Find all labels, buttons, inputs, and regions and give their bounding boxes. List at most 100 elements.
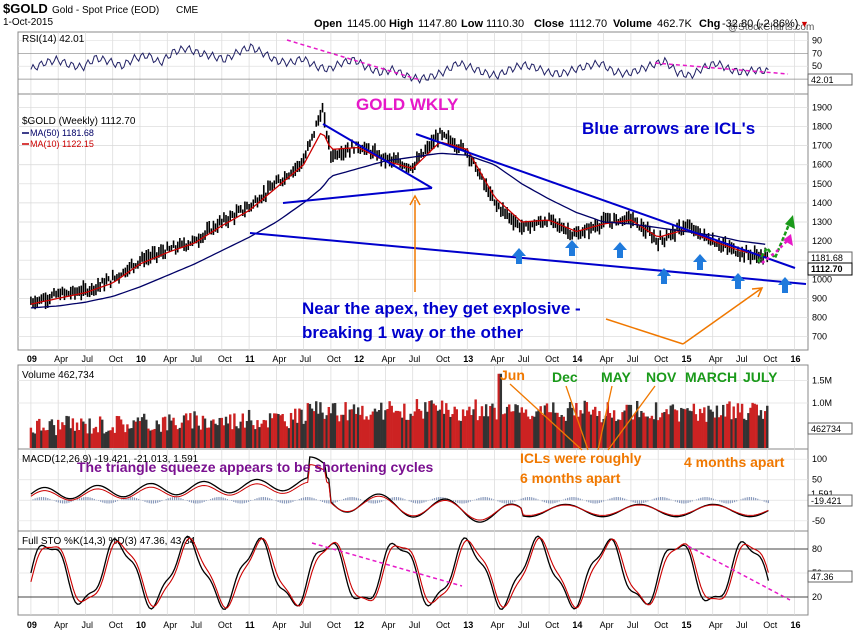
- volume-bar: [562, 416, 565, 448]
- icl-spacing-line-1: ICLs were roughly: [520, 450, 642, 466]
- volume-bar: [50, 419, 54, 448]
- high-value: 1147.80: [418, 18, 457, 30]
- volume-bar: [247, 409, 251, 448]
- volume-bar: [508, 404, 511, 448]
- volume-bar: [751, 402, 754, 448]
- volume-bar: [497, 373, 500, 448]
- long-lower-trendline: [249, 232, 807, 285]
- volume-bar: [170, 420, 173, 448]
- volume-bar: [631, 419, 635, 448]
- volume-bar: [333, 403, 337, 448]
- apex-pointer-head-2: [751, 287, 764, 298]
- volume-bar: [132, 420, 135, 448]
- x-tick-label-bottom: Jul: [409, 620, 421, 630]
- volume-bar: [218, 417, 221, 448]
- volume-bar: [545, 403, 549, 448]
- x-tick-label-bottom: Apr: [491, 620, 505, 630]
- volume-bar: [422, 418, 425, 448]
- volume-bar: [178, 427, 182, 448]
- y-axis-labels: 7008009001000110012001300140015001600170…: [812, 35, 832, 602]
- volume-bar: [541, 414, 544, 448]
- volume-bar: [753, 403, 756, 448]
- volume-bar: [275, 413, 278, 448]
- x-tick-label: Jul: [409, 354, 421, 364]
- volume-bar: [459, 420, 463, 448]
- volume-bar: [216, 425, 219, 448]
- x-tick-label-bottom: Jul: [300, 620, 312, 630]
- volume-bar: [505, 406, 509, 448]
- volume-bar: [184, 413, 188, 448]
- volume-bar: [531, 415, 534, 448]
- volume-bar: [44, 430, 47, 448]
- volume-bar: [98, 416, 102, 448]
- volume-bar: [642, 412, 645, 448]
- volume-bar: [235, 426, 238, 448]
- volume-bar: [42, 427, 45, 448]
- x-tick-label: Apr: [54, 354, 68, 364]
- volume-bar: [495, 419, 498, 448]
- x-tick-label-bottom: Apr: [163, 620, 177, 630]
- volume-bar: [94, 426, 98, 448]
- volume-bar: [652, 419, 656, 448]
- volume-bar: [638, 417, 641, 448]
- volume-bar: [692, 403, 696, 448]
- volume-bar: [377, 410, 381, 448]
- volume-bar: [56, 419, 60, 448]
- volume-bar: [585, 402, 589, 448]
- volume-bar: [757, 415, 761, 448]
- sto-last-value: 47.36: [811, 572, 834, 582]
- volume-bar: [583, 400, 586, 448]
- triangle-upper-trendline: [322, 123, 433, 189]
- volume-bar: [625, 404, 628, 448]
- rsi-divergence-line-1: [286, 39, 421, 81]
- volume-bar: [262, 419, 265, 448]
- volume-bar: [526, 416, 530, 448]
- volume-bar: [487, 416, 490, 448]
- volume-bar: [499, 373, 503, 448]
- volume-bar: [193, 411, 196, 448]
- volume-y-tick: 1.0M: [812, 398, 832, 408]
- volume-bar: [608, 413, 612, 448]
- volume-bar: [294, 408, 297, 448]
- volume-bar: [461, 409, 465, 448]
- volume-bar: [633, 413, 637, 448]
- x-tick-label: Jul: [191, 354, 203, 364]
- volume-bar: [570, 407, 574, 448]
- volume-bar: [153, 428, 156, 448]
- volume-bar: [117, 416, 121, 448]
- sto-divergence-line-1: [311, 542, 463, 587]
- volume-bar: [312, 411, 316, 448]
- x-tick-label: Oct: [327, 354, 342, 364]
- volume-bar: [308, 403, 312, 448]
- volume-bar: [665, 409, 668, 448]
- sto-d-line: [30, 537, 769, 609]
- volume-bar: [384, 410, 387, 448]
- volume-bar: [258, 427, 261, 448]
- volume-bar: [159, 431, 163, 448]
- x-tick-label-bottom: 15: [681, 620, 691, 630]
- volume-bar: [323, 418, 326, 448]
- macd-y-tick: 50: [812, 475, 822, 485]
- apex-annotation-line-2: breaking 1 way or the other: [302, 323, 523, 342]
- volume-bar: [749, 407, 752, 448]
- volume-bar: [424, 402, 427, 448]
- volume-bar: [474, 399, 477, 448]
- volume-bar: [210, 420, 213, 448]
- x-tick-label-bottom: 14: [572, 620, 582, 630]
- macd-label: MACD(12,26,9) -19.421, -21.013, 1.591: [22, 454, 199, 465]
- volume-bar: [403, 403, 406, 448]
- volume-bar: [241, 413, 244, 448]
- sto-y-tick: 20: [812, 592, 822, 602]
- volume-bar: [365, 416, 368, 448]
- volume-bar: [59, 429, 62, 448]
- volume-bar: [763, 411, 767, 448]
- close-value: 1112.70: [569, 18, 607, 30]
- sto-divergence-line-2: [687, 545, 791, 601]
- volume-bar: [201, 415, 205, 448]
- volume-bar: [270, 418, 274, 448]
- volume-bar: [264, 420, 268, 448]
- volume-bar: [732, 406, 735, 448]
- x-tick-label: 13: [463, 354, 473, 364]
- volume-bar: [659, 417, 662, 448]
- volume-bar: [694, 414, 698, 448]
